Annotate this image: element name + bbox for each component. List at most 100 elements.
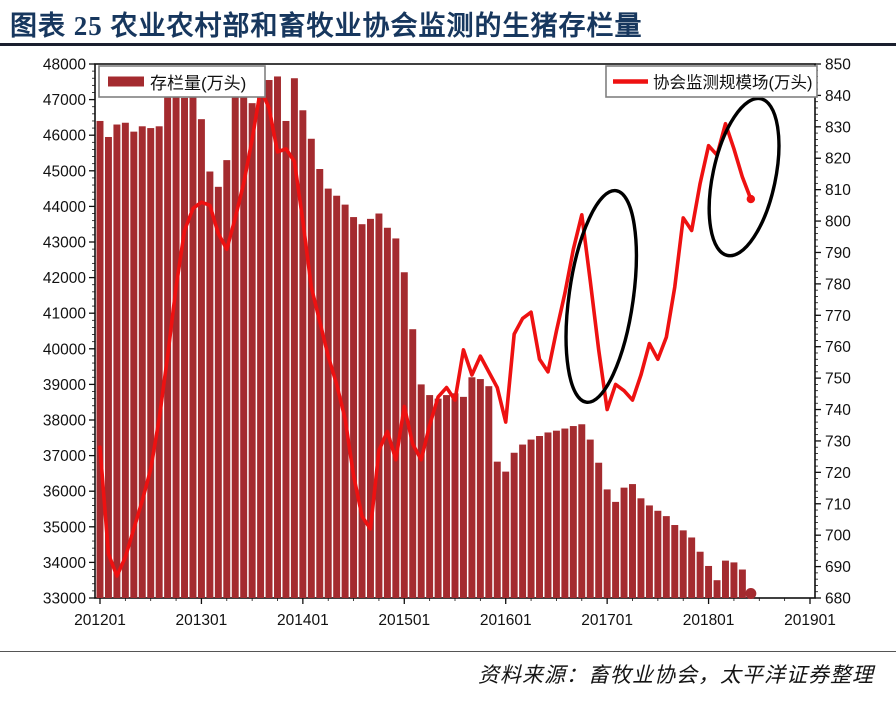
- bar: [502, 471, 510, 598]
- bar: [561, 428, 569, 598]
- bar: [459, 396, 467, 598]
- bar: [476, 379, 484, 598]
- y-left-tick-label: 42000: [43, 270, 86, 287]
- bar: [620, 487, 628, 598]
- legend-bars-label: 存栏量(万头): [150, 74, 246, 93]
- bar: [629, 484, 636, 598]
- bar: [248, 103, 256, 598]
- bar: [257, 94, 265, 598]
- x-tick-label: 201601: [480, 612, 532, 629]
- y-right-tick-label: 850: [825, 57, 851, 74]
- bar: [552, 430, 560, 598]
- x-tick-label: 201401: [277, 612, 329, 629]
- bar-series-end-dot: [745, 588, 757, 599]
- bar: [172, 88, 180, 599]
- bar: [383, 227, 391, 598]
- bar: [341, 204, 349, 598]
- axis-ticks-group: 48000 47000 46000 45000 44000 43000 42000 41000…: [43, 57, 851, 630]
- bar: [392, 238, 400, 598]
- y-right-tick-label: 840: [825, 88, 851, 105]
- y-left-tick-label: 48000: [43, 57, 86, 74]
- bar: [96, 120, 104, 599]
- bar: [299, 110, 307, 598]
- y-left-tick-label: 38000: [43, 413, 86, 430]
- bar: [688, 537, 696, 598]
- y-right-tick-label: 790: [825, 245, 851, 262]
- bar: [544, 432, 552, 598]
- bar: [705, 565, 713, 598]
- bar: [307, 138, 315, 598]
- bar: [595, 462, 603, 598]
- bar: [189, 96, 197, 598]
- bar: [451, 393, 459, 598]
- y-right-tick-label: 690: [825, 559, 851, 576]
- legend-bars-swatch-icon: [108, 76, 144, 87]
- y-right-tick-label: 750: [825, 371, 851, 388]
- bar: [730, 562, 738, 598]
- y-left-tick-label: 34000: [43, 555, 86, 572]
- bar: [654, 510, 662, 598]
- y-right-tick-label: 820: [825, 151, 851, 168]
- bar: [265, 80, 273, 598]
- bar: [426, 395, 434, 598]
- bar: [113, 124, 121, 599]
- bar: [223, 160, 231, 598]
- y-left-tick-label: 36000: [43, 484, 86, 501]
- bar: [104, 136, 112, 599]
- x-tick-label: 201501: [378, 612, 430, 629]
- y-right-tick-label: 780: [825, 276, 851, 293]
- x-tick-label: 201701: [581, 612, 633, 629]
- bar: [181, 97, 188, 598]
- bar: [282, 120, 290, 599]
- y-right-tick-label: 830: [825, 119, 851, 136]
- bar: [155, 126, 163, 599]
- y-right-tick-label: 800: [825, 214, 851, 231]
- y-right-tick-label: 680: [825, 591, 851, 608]
- bar: [510, 452, 518, 598]
- line-series: [98, 87, 753, 578]
- bar: [324, 188, 332, 598]
- y-right-tick-label: 760: [825, 339, 851, 356]
- source-note: 资料来源：畜牧业协会，太平洋证券整理: [478, 663, 874, 687]
- bar: [274, 76, 281, 598]
- x-tick-label: 201901: [784, 612, 836, 629]
- y-left-tick-label: 33000: [43, 591, 86, 608]
- bar: [240, 81, 248, 599]
- bar: [434, 398, 442, 598]
- bar: [443, 395, 451, 598]
- y-right-tick-label: 740: [825, 402, 851, 419]
- bar: [679, 530, 687, 598]
- bar: [206, 171, 214, 598]
- y-left-tick-label: 40000: [43, 341, 86, 358]
- bar: [671, 525, 679, 598]
- y-left-tick-label: 47000: [43, 92, 86, 109]
- bar: [696, 551, 704, 598]
- bar: [350, 217, 358, 598]
- bar: [121, 122, 129, 599]
- legend-bars: 存栏量(万头): [98, 65, 266, 98]
- bar: [637, 498, 645, 598]
- bar: [197, 119, 205, 599]
- y-right-tick-label: 810: [825, 182, 851, 199]
- bar: [417, 384, 425, 598]
- bar: [612, 501, 620, 598]
- bar-series-group: [96, 76, 757, 599]
- bar: [468, 377, 476, 598]
- source-divider: [0, 651, 896, 652]
- bar: [147, 128, 155, 598]
- bar: [662, 516, 670, 598]
- x-tick-label: 201301: [176, 612, 228, 629]
- annotation-ellipse: [707, 96, 781, 258]
- y-left-tick-label: 39000: [43, 377, 86, 394]
- bar: [536, 436, 543, 598]
- bar: [138, 126, 146, 599]
- bar: [722, 560, 729, 598]
- bar: [493, 461, 501, 598]
- bar: [333, 195, 341, 598]
- bar: [527, 439, 535, 598]
- chart-title: 图表 25 农业农村部和畜牧业协会监测的生猪存栏量: [10, 11, 643, 41]
- y-right-tick-label: 770: [825, 308, 851, 325]
- bar: [519, 444, 527, 598]
- bar: [485, 386, 493, 598]
- bar: [130, 131, 138, 598]
